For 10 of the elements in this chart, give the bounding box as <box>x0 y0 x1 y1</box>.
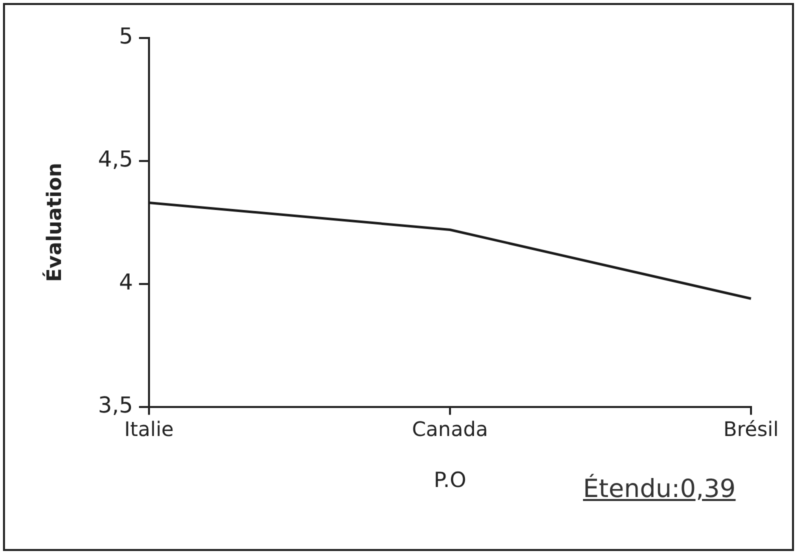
y-axis-title: Évaluation <box>42 162 66 282</box>
y-tick-label: 5 <box>118 24 133 50</box>
y-tick-label: 4,5 <box>98 148 133 173</box>
text: Étendu:0,39 <box>583 474 736 503</box>
x-tick-label: Italie <box>124 417 174 442</box>
x-tick-label: Canada <box>412 417 488 442</box>
y-tick-label: 3,5 <box>98 394 133 419</box>
x-axis-title: P.O <box>434 468 466 492</box>
y-tick-label: 4 <box>118 270 133 296</box>
x-tick-label: Brésil <box>723 417 779 442</box>
